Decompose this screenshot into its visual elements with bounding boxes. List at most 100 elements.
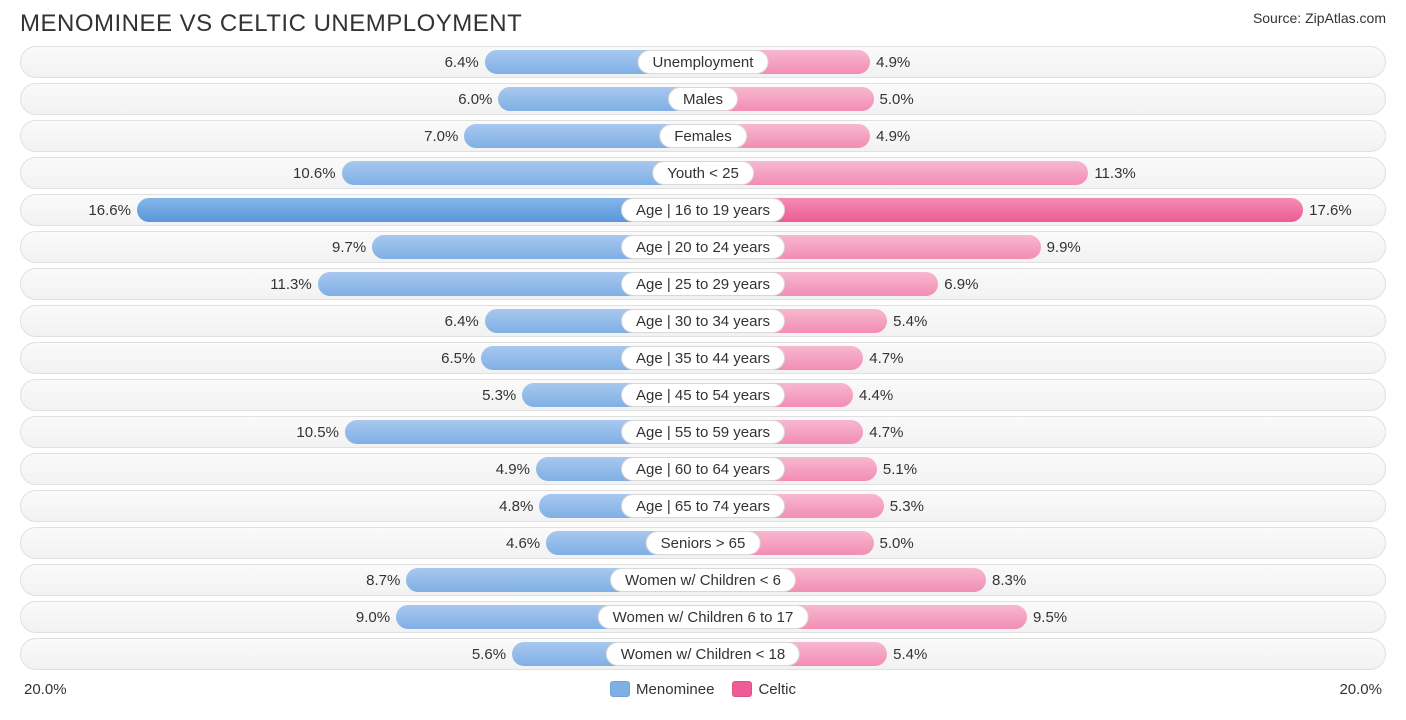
butterfly-chart: 6.4%4.9%Unemployment6.0%5.0%Males7.0%4.9… (20, 46, 1386, 670)
chart-row: 6.0% 5.0% Males (20, 83, 1386, 115)
value-label-left: 8.7% (366, 565, 406, 595)
row-left-half: 4.9% (21, 454, 703, 484)
chart-row: 6.5% 4.7%Age | 35 to 44 years (20, 342, 1386, 374)
row-left-half: 11.3% (21, 269, 703, 299)
row-right-half: 5.0% (703, 528, 1385, 558)
value-label-left: 6.4% (445, 47, 485, 77)
category-pill: Age | 30 to 34 years (621, 309, 785, 333)
value-label-right: 11.3% (1088, 158, 1135, 188)
value-label-left: 7.0% (424, 121, 464, 151)
row-left-half: 5.3% (21, 380, 703, 410)
chart-footer: 20.0% Menominee Celtic 20.0% (20, 675, 1386, 703)
row-left-half: 6.4% (21, 47, 703, 77)
category-pill: Age | 35 to 44 years (621, 346, 785, 370)
row-left-half: 8.7% (21, 565, 703, 595)
legend-swatch-left (610, 681, 630, 697)
chart-row: 16.6% 17.6% Age | 16 to 19 years (20, 194, 1386, 226)
row-left-half: 4.8% (21, 491, 703, 521)
legend-label-right: Celtic (758, 681, 796, 698)
value-label-left: 10.5% (296, 417, 345, 447)
legend-item-left: Menominee (610, 681, 714, 698)
value-label-left: 11.3% (270, 269, 317, 299)
chart-row: 5.3% 4.4%Age | 45 to 54 years (20, 379, 1386, 411)
bar-left (342, 161, 703, 185)
row-left-half: 10.6% (21, 158, 703, 188)
value-label-left: 9.7% (332, 232, 372, 262)
chart-row: 9.0%9.5%Women w/ Children 6 to 17 (20, 601, 1386, 633)
chart-row: 10.6% 11.3% Youth < 25 (20, 157, 1386, 189)
value-label-right: 4.9% (870, 47, 910, 77)
row-right-half: 5.4% (703, 306, 1385, 336)
category-pill: Males (668, 87, 738, 111)
row-right-half: 4.7% (703, 417, 1385, 447)
category-pill: Seniors > 65 (646, 531, 761, 555)
row-right-half: 6.9% (703, 269, 1385, 299)
row-right-half: 4.9% (703, 47, 1385, 77)
value-label-right: 8.3% (986, 565, 1026, 595)
category-pill: Age | 45 to 54 years (621, 383, 785, 407)
chart-title: MENOMINEE VS CELTIC UNEMPLOYMENT (20, 10, 522, 38)
row-left-half: 5.6% (21, 639, 703, 669)
value-label-left: 16.6% (88, 195, 137, 225)
row-right-half: 11.3% (703, 158, 1385, 188)
value-label-left: 6.5% (441, 343, 481, 373)
row-left-half: 7.0% (21, 121, 703, 151)
value-label-right: 17.6% (1303, 195, 1352, 225)
value-label-left: 10.6% (293, 158, 342, 188)
row-left-half: 6.4% (21, 306, 703, 336)
category-pill: Females (659, 124, 747, 148)
chart-source: Source: ZipAtlas.com (1253, 10, 1386, 26)
value-label-left: 5.3% (482, 380, 522, 410)
value-label-right: 5.3% (884, 491, 924, 521)
row-left-half: 4.6% (21, 528, 703, 558)
chart-container: MENOMINEE VS CELTIC UNEMPLOYMENT Source:… (0, 0, 1406, 720)
legend-label-left: Menominee (636, 681, 714, 698)
category-pill: Women w/ Children < 18 (606, 642, 800, 666)
category-pill: Youth < 25 (652, 161, 754, 185)
chart-row: 11.3% 6.9%Age | 25 to 29 years (20, 268, 1386, 300)
category-pill: Age | 25 to 29 years (621, 272, 785, 296)
value-label-left: 4.6% (506, 528, 546, 558)
category-pill: Age | 20 to 24 years (621, 235, 785, 259)
chart-row: 4.8% 5.3% Age | 65 to 74 years (20, 490, 1386, 522)
value-label-right: 9.5% (1027, 602, 1067, 632)
row-left-half: 16.6% (21, 195, 703, 225)
chart-row: 5.6% 5.4% Women w/ Children < 18 (20, 638, 1386, 670)
legend-swatch-right (732, 681, 752, 697)
value-label-left: 5.6% (472, 639, 512, 669)
category-pill: Age | 60 to 64 years (621, 457, 785, 481)
value-label-right: 4.9% (870, 121, 910, 151)
chart-row: 10.5% 4.7% Age | 55 to 59 years (20, 416, 1386, 448)
category-pill: Age | 65 to 74 years (621, 494, 785, 518)
row-right-half: 9.9% (703, 232, 1385, 262)
value-label-right: 5.1% (877, 454, 917, 484)
row-left-half: 9.7% (21, 232, 703, 262)
chart-row: 6.4% 5.4% Age | 30 to 34 years (20, 305, 1386, 337)
chart-row: 8.7% 8.3% Women w/ Children < 6 (20, 564, 1386, 596)
value-label-left: 4.9% (496, 454, 536, 484)
chart-row: 4.9% 5.1% Age | 60 to 64 years (20, 453, 1386, 485)
axis-max-left: 20.0% (24, 681, 67, 698)
category-pill: Women w/ Children < 6 (610, 568, 796, 592)
category-pill: Age | 55 to 59 years (621, 420, 785, 444)
value-label-left: 9.0% (356, 602, 396, 632)
bar-right (703, 198, 1303, 222)
chart-row: 6.4%4.9%Unemployment (20, 46, 1386, 78)
row-right-half: 5.4% (703, 639, 1385, 669)
value-label-left: 6.4% (445, 306, 485, 336)
value-label-right: 9.9% (1041, 232, 1081, 262)
value-label-right: 5.0% (874, 528, 914, 558)
row-right-half: 4.7% (703, 343, 1385, 373)
value-label-right: 5.4% (887, 306, 927, 336)
category-pill: Age | 16 to 19 years (621, 198, 785, 222)
row-left-half: 10.5% (21, 417, 703, 447)
value-label-left: 6.0% (458, 84, 498, 114)
row-right-half: 5.3% (703, 491, 1385, 521)
row-right-half: 4.4% (703, 380, 1385, 410)
value-label-right: 5.4% (887, 639, 927, 669)
row-right-half: 5.0% (703, 84, 1385, 114)
value-label-right: 5.0% (874, 84, 914, 114)
chart-row: 7.0% 4.9% Females (20, 120, 1386, 152)
chart-header: MENOMINEE VS CELTIC UNEMPLOYMENT Source:… (20, 10, 1386, 38)
value-label-right: 4.7% (863, 417, 903, 447)
